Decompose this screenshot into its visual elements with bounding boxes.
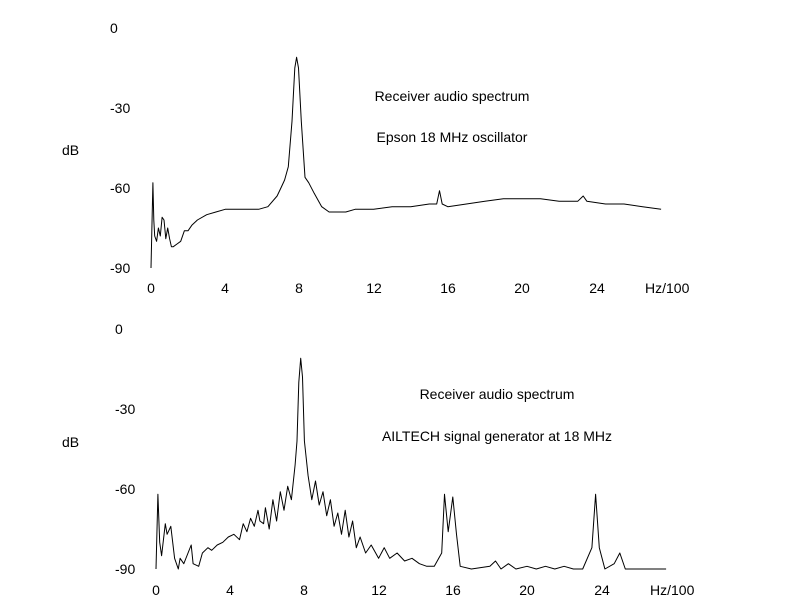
chart-bottom-xtick-0: 0 bbox=[152, 582, 160, 598]
chart-top-ytick-0: 0 bbox=[110, 20, 118, 36]
chart-top-ylabel: dB bbox=[62, 142, 79, 158]
chart-top-ytick-3: -90 bbox=[110, 260, 130, 276]
chart-bottom-xtick-5: 20 bbox=[519, 582, 535, 598]
chart-top-xtick-6: 24 bbox=[589, 280, 605, 296]
chart-bottom-ytick-0: 0 bbox=[115, 321, 123, 337]
chart-bottom-title: Receiver audio spectrum bbox=[420, 386, 575, 402]
chart-bottom-xtick-6: 24 bbox=[594, 582, 610, 598]
chart-bottom-xtick-3: 12 bbox=[371, 582, 387, 598]
chart-top-series-line bbox=[150, 56, 662, 269]
chart-bottom-ytick-3: -90 bbox=[115, 561, 135, 577]
chart-top-ytick-2: -60 bbox=[110, 180, 130, 196]
chart-bottom-xlabel: Hz/100 bbox=[650, 582, 695, 598]
chart-top: Receiver audio spectrum Epson 18 MHz osc… bbox=[62, 20, 690, 296]
chart-bottom-ylabel: dB bbox=[62, 434, 79, 450]
chart-top-xtick-4: 16 bbox=[440, 280, 456, 296]
chart-bottom-ytick-1: -30 bbox=[115, 401, 135, 417]
chart-top-xtick-2: 8 bbox=[295, 280, 303, 296]
chart-top-xtick-0: 0 bbox=[147, 280, 155, 296]
chart-bottom: Receiver audio spectrum AILTECH signal g… bbox=[62, 321, 695, 598]
chart-bottom-xtick-4: 16 bbox=[445, 582, 461, 598]
chart-bottom-subtitle: AILTECH signal generator at 18 MHz bbox=[382, 428, 612, 444]
chart-top-subtitle: Epson 18 MHz oscillator bbox=[377, 129, 528, 145]
chart-bottom-xtick-2: 8 bbox=[300, 582, 308, 598]
chart-bottom-ytick-2: -60 bbox=[115, 481, 135, 497]
chart-top-xtick-1: 4 bbox=[221, 280, 229, 296]
chart-top-xtick-3: 12 bbox=[366, 280, 382, 296]
chart-top-ytick-1: -30 bbox=[110, 100, 130, 116]
chart-top-title: Receiver audio spectrum bbox=[375, 88, 530, 104]
chart-top-xlabel: Hz/100 bbox=[645, 280, 690, 296]
chart-bottom-series-line bbox=[155, 357, 667, 570]
chart-top-xtick-5: 20 bbox=[514, 280, 530, 296]
chart-bottom-xtick-1: 4 bbox=[226, 582, 234, 598]
